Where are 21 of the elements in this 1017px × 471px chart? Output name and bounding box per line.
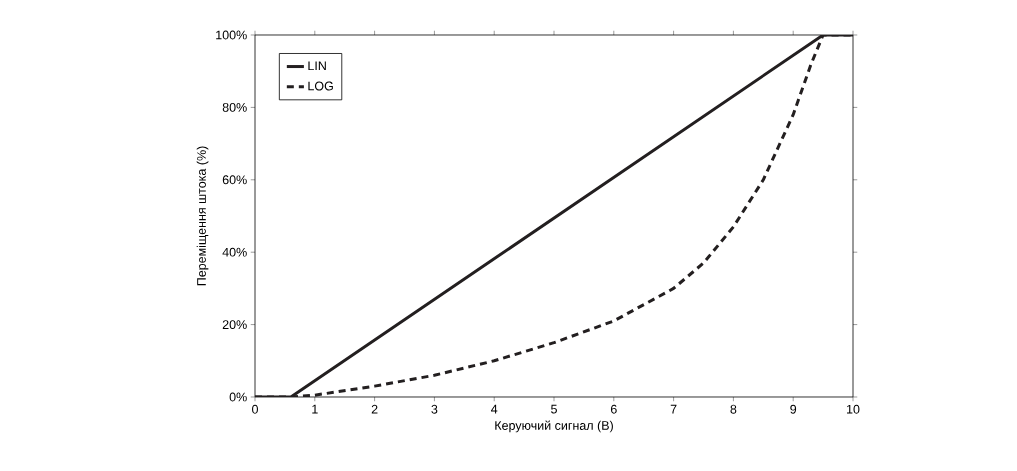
x-tick-label: 1: [312, 404, 318, 414]
x-tick-label: 6: [610, 404, 617, 414]
x-tick-label: 7: [670, 404, 677, 414]
y-tick-label: 0%: [229, 392, 247, 402]
y-tick-label: 100%: [216, 30, 247, 40]
y-tick-label: 80%: [222, 102, 247, 112]
x-tick-label: 9: [790, 404, 797, 414]
y-tick-label: 20%: [222, 320, 247, 330]
y-tick-label: 60%: [222, 175, 247, 185]
x-tick-label: 2: [371, 404, 378, 414]
x-tick-label: 10: [847, 404, 860, 414]
legend-label: LIN: [308, 61, 326, 71]
x-tick-label: 4: [491, 404, 498, 414]
y-tick-label: 40%: [222, 247, 247, 257]
x-tick-label: 5: [551, 404, 557, 414]
x-tick-label: 8: [730, 404, 737, 414]
y-axis-title: Переміщення штока (%): [196, 146, 209, 286]
x-tick-label: 0: [252, 404, 258, 414]
legend-label: LOG: [308, 81, 333, 91]
x-axis-title: Керуючий сигнал (В): [495, 420, 613, 433]
x-tick-label: 3: [431, 404, 438, 414]
